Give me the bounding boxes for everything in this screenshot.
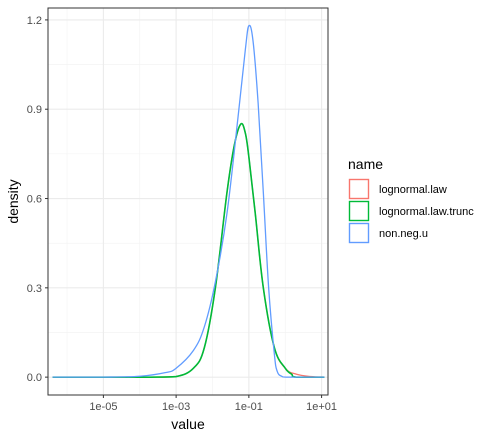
x-axis-title: value xyxy=(171,416,205,432)
y-axis-title: density xyxy=(5,179,21,223)
series-line-non-neg-u xyxy=(52,24,325,378)
legend-item: lognormal.law xyxy=(348,178,447,200)
y-tick-label: 0.3 xyxy=(27,283,42,295)
legend-key xyxy=(348,178,370,200)
x-tick-label: 1e+01 xyxy=(306,401,337,413)
grid-minor xyxy=(48,8,328,395)
x-tick-label: 1e-01 xyxy=(235,401,263,413)
legend: name lognormal.law lognormal.law.trunc non… xyxy=(348,156,474,244)
y-tick-label: 1.2 xyxy=(27,15,42,27)
legend-key xyxy=(348,200,370,222)
y-tick-label: 0.0 xyxy=(27,372,42,384)
x-tick-label: 1e-03 xyxy=(162,401,190,413)
legend-key-background xyxy=(348,200,370,222)
legend-label: non.neg.u xyxy=(379,228,428,240)
grid-major xyxy=(48,8,328,395)
y-tick-label: 0.9 xyxy=(27,104,42,116)
series-lines xyxy=(52,24,325,378)
series-line-lognormal-law-trunc xyxy=(52,122,325,378)
legend-key-background xyxy=(348,222,370,244)
x-axis: 1e-05 1e-03 1e-01 1e+01 xyxy=(89,395,337,413)
y-tick-label: 0.6 xyxy=(27,194,42,206)
legend-label: lognormal.law xyxy=(379,184,447,196)
y-axis: 0.0 0.3 0.6 0.9 1.2 xyxy=(27,15,48,384)
legend-item: non.neg.u xyxy=(348,222,428,244)
legend-key-background xyxy=(348,178,370,200)
panel-border xyxy=(47,7,329,396)
x-tick-label: 1e-05 xyxy=(89,401,117,413)
legend-item: lognormal.law.trunc xyxy=(348,200,474,222)
legend-title: name xyxy=(348,156,383,172)
legend-key xyxy=(348,222,370,244)
legend-label: lognormal.law.trunc xyxy=(379,206,474,218)
